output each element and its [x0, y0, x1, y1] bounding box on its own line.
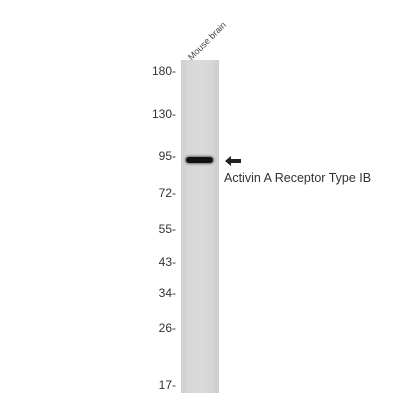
mw-marker-180: 180- — [151, 64, 176, 78]
mw-marker-17: 17- — [158, 378, 176, 392]
lane-label-mouse-brain: Mouse brain — [185, 19, 229, 62]
mw-marker-95: 95- — [158, 149, 176, 164]
gel-lane — [181, 60, 219, 393]
mw-marker-34: 34- — [158, 285, 176, 300]
mw-marker-26: 26- — [158, 321, 176, 336]
mw-marker-43: 43- — [158, 254, 176, 269]
protein-band — [186, 157, 213, 163]
target-protein-label: Activin A Receptor Type IB — [224, 171, 372, 185]
left-arrow-icon — [225, 156, 241, 166]
mw-marker-130: 130- — [151, 107, 176, 122]
mw-marker-72: 72- — [158, 185, 176, 200]
mw-marker-55: 55- — [158, 221, 176, 236]
